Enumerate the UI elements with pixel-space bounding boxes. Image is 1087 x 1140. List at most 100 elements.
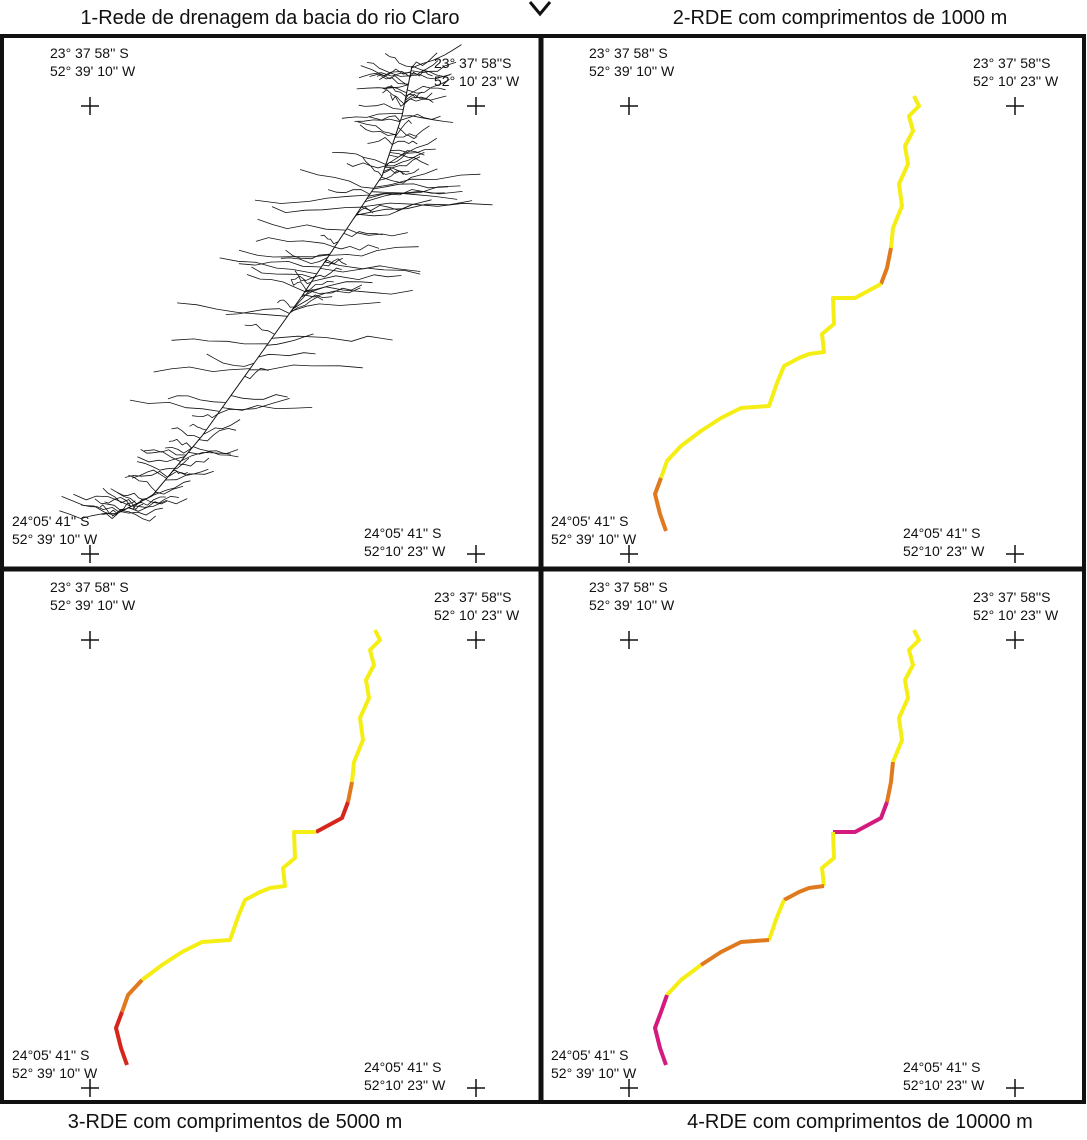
stream xyxy=(102,510,125,519)
stream xyxy=(370,74,409,84)
stream xyxy=(357,85,409,89)
stream xyxy=(169,439,192,448)
coordinate: 23° 37 58'' S xyxy=(50,579,129,595)
stream xyxy=(393,141,418,144)
river-segment xyxy=(769,900,784,940)
coordinate: 52° 39' 10'' W xyxy=(551,1065,637,1081)
coordinate: 52° 39' 10'' W xyxy=(551,531,637,547)
coordinate: 52°10' 23'' W xyxy=(903,1077,985,1093)
stream xyxy=(168,396,226,403)
map-panel: 23° 37 58'' S52° 39' 10'' W23° 37' 58''S… xyxy=(12,45,520,563)
stream xyxy=(360,125,396,136)
river-segment xyxy=(316,802,348,832)
stream xyxy=(171,428,200,438)
coordinate: 23° 37 58'' S xyxy=(589,45,668,61)
river-segment xyxy=(655,478,666,531)
coordinate: 52° 39' 10'' W xyxy=(12,531,98,547)
stream xyxy=(192,414,218,418)
panel-title: 3-RDE com comprimentos de 5000 m xyxy=(68,1111,403,1133)
river-segment xyxy=(833,802,887,832)
stream xyxy=(329,247,419,256)
coordinate: 23° 37' 58''S xyxy=(973,55,1050,71)
stream xyxy=(321,235,339,244)
coordinate: 52° 10' 23'' W xyxy=(973,607,1059,623)
stream xyxy=(359,104,404,110)
stream xyxy=(325,262,421,272)
stream xyxy=(291,279,306,289)
stream xyxy=(357,200,432,216)
stream xyxy=(199,428,236,441)
stream xyxy=(207,354,254,366)
coordinate: 52° 10' 23'' W xyxy=(434,607,520,623)
stream xyxy=(132,470,167,478)
coordinate: 23° 37' 58''S xyxy=(434,589,511,605)
river-segment xyxy=(891,96,919,248)
stream xyxy=(141,449,181,461)
stream xyxy=(368,138,393,145)
coordinate: 24°05' 41'' S xyxy=(903,1059,980,1075)
coordinate: 52° 10' 23'' W xyxy=(973,73,1059,89)
stream xyxy=(258,353,315,357)
coordinate: 23° 37 58'' S xyxy=(50,45,129,61)
coordinate: 52° 39' 10'' W xyxy=(589,63,675,79)
stream xyxy=(222,406,312,411)
stream xyxy=(249,365,362,370)
coordinate: 52° 39' 10'' W xyxy=(50,63,136,79)
stream xyxy=(300,170,374,189)
stream xyxy=(384,157,421,172)
stream xyxy=(165,471,213,480)
coordinate: 24°05' 41'' S xyxy=(551,513,628,529)
coordinate: 24°05' 41'' S xyxy=(12,1047,89,1063)
stream xyxy=(332,153,386,165)
stream xyxy=(154,367,251,372)
river-segment xyxy=(348,782,352,802)
coordinate: 24°05' 41'' S xyxy=(364,1059,441,1075)
coordinate: 52°10' 23'' W xyxy=(903,543,985,559)
coordinate: 52° 39' 10'' W xyxy=(589,597,675,613)
stream xyxy=(137,457,184,462)
stream xyxy=(306,285,362,294)
stream xyxy=(255,195,370,204)
coordinate: 23° 37' 58''S xyxy=(973,589,1050,605)
stream xyxy=(258,219,346,230)
river-segment xyxy=(655,995,667,1065)
stream xyxy=(390,94,404,106)
stream xyxy=(172,339,268,344)
river-segment xyxy=(881,248,891,284)
stream xyxy=(137,462,175,471)
stream xyxy=(373,184,448,189)
river-segment xyxy=(667,965,701,995)
stream xyxy=(358,122,396,135)
stream xyxy=(385,54,412,68)
stream xyxy=(218,398,290,414)
stream xyxy=(272,336,393,341)
coordinate: 24°05' 41'' S xyxy=(364,525,441,541)
marker xyxy=(530,2,550,14)
stream xyxy=(256,238,335,248)
river-segment xyxy=(122,980,142,1012)
stream xyxy=(347,163,386,168)
stream xyxy=(363,157,382,176)
stream xyxy=(347,229,408,236)
stream xyxy=(190,424,207,430)
stream xyxy=(382,90,404,104)
stream xyxy=(277,300,294,307)
coordinate: 24°05' 41'' S xyxy=(551,1047,628,1063)
stream xyxy=(328,190,370,195)
river-segment xyxy=(142,832,316,980)
stream xyxy=(312,275,402,282)
river-segment xyxy=(701,940,769,965)
stream xyxy=(286,250,330,259)
stream xyxy=(390,138,436,152)
stream xyxy=(231,395,288,400)
stream xyxy=(291,302,380,311)
panel-title: 4-RDE com comprimentos de 10000 m xyxy=(687,1111,1033,1133)
river-segment xyxy=(822,832,834,886)
river-segment xyxy=(887,762,893,802)
panel-title: 2-RDE com comprimentos de 1000 m xyxy=(673,7,1008,29)
river-segment xyxy=(116,1012,127,1065)
stream xyxy=(105,497,131,506)
stream xyxy=(395,126,430,137)
